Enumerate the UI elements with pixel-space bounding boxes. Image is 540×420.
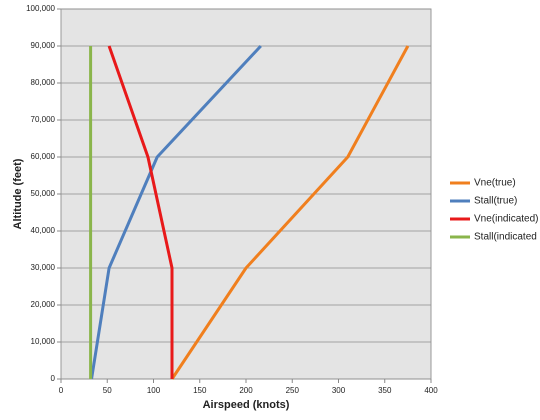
series-line (170, 45, 410, 380)
y-tick-label: 80,000 (31, 78, 56, 87)
y-tick-label: 60,000 (31, 152, 56, 161)
y-tick-label: 0 (51, 374, 56, 383)
y-tick-label: 20,000 (31, 300, 56, 309)
y-tick-label: 90,000 (31, 41, 56, 50)
x-tick-label: 50 (103, 386, 112, 395)
y-tick-label: 30,000 (31, 263, 56, 272)
x-tick-label: 150 (193, 386, 207, 395)
legend-label: Stall(indicated (474, 232, 537, 243)
series-line (90, 44, 262, 380)
legend-label: Stall(true) (474, 196, 517, 207)
x-tick-label: 200 (239, 386, 253, 395)
y-tick-label: 50,000 (31, 189, 56, 198)
x-tick-label: 400 (424, 386, 438, 395)
y-tick-label: 100,000 (26, 4, 55, 13)
y-tick-label: 40,000 (31, 226, 56, 235)
legend-label: Vne(true) (474, 178, 516, 189)
y-tick-label: 10,000 (31, 337, 56, 346)
x-tick-label: 250 (286, 386, 300, 395)
y-axis-title: Altitude (feet) (12, 158, 24, 229)
series-line (107, 45, 174, 379)
x-tick-label: 300 (332, 386, 346, 395)
y-tick-label: 70,000 (31, 115, 56, 124)
x-axis-title: Airspeed (knots) (203, 399, 290, 411)
legend-label: Vne(indicated) (474, 214, 538, 225)
x-tick-label: 0 (59, 386, 64, 395)
x-tick-label: 350 (378, 386, 392, 395)
x-tick-label: 100 (147, 386, 161, 395)
